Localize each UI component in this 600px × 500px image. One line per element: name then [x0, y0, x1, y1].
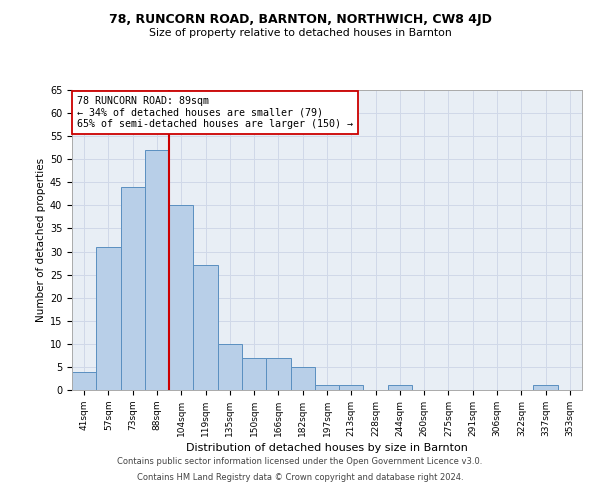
Bar [218, 344, 242, 390]
Bar [339, 386, 364, 390]
Bar [290, 367, 315, 390]
X-axis label: Distribution of detached houses by size in Barnton: Distribution of detached houses by size … [186, 443, 468, 453]
Bar [266, 358, 290, 390]
Bar [145, 150, 169, 390]
Bar [96, 247, 121, 390]
Text: 78, RUNCORN ROAD, BARNTON, NORTHWICH, CW8 4JD: 78, RUNCORN ROAD, BARNTON, NORTHWICH, CW… [109, 12, 491, 26]
Bar [121, 187, 145, 390]
Text: Contains HM Land Registry data © Crown copyright and database right 2024.: Contains HM Land Registry data © Crown c… [137, 472, 463, 482]
Text: 78 RUNCORN ROAD: 89sqm
← 34% of detached houses are smaller (79)
65% of semi-det: 78 RUNCORN ROAD: 89sqm ← 34% of detached… [77, 96, 353, 129]
Text: Contains public sector information licensed under the Open Government Licence v3: Contains public sector information licen… [118, 458, 482, 466]
Bar [533, 386, 558, 390]
Y-axis label: Number of detached properties: Number of detached properties [35, 158, 46, 322]
Bar [169, 206, 193, 390]
Text: Size of property relative to detached houses in Barnton: Size of property relative to detached ho… [149, 28, 451, 38]
Bar [388, 386, 412, 390]
Bar [242, 358, 266, 390]
Bar [315, 386, 339, 390]
Bar [72, 372, 96, 390]
Bar [193, 266, 218, 390]
